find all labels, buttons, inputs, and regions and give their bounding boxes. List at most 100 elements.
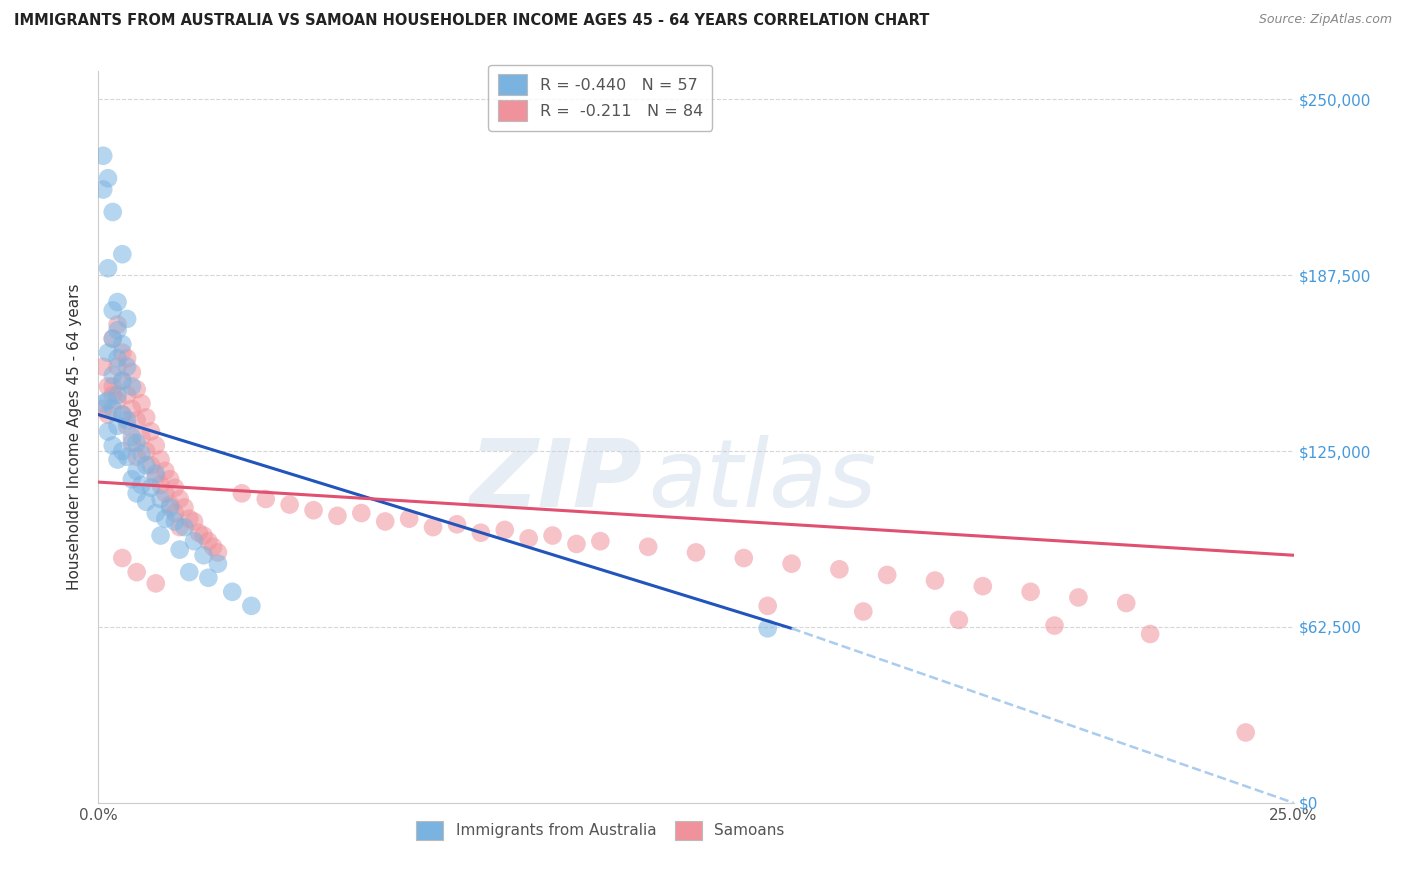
Point <box>121 379 143 393</box>
Point <box>135 495 157 509</box>
Point <box>107 323 129 337</box>
Point <box>125 486 148 500</box>
Text: ZIP: ZIP <box>470 435 643 527</box>
Point <box>876 568 898 582</box>
Point <box>685 545 707 559</box>
Point <box>131 430 153 444</box>
Point <box>326 508 349 523</box>
Point <box>149 478 172 492</box>
Point <box>101 303 124 318</box>
Point <box>121 430 143 444</box>
Point <box>101 368 124 383</box>
Point <box>756 621 779 635</box>
Point <box>163 506 186 520</box>
Point <box>637 540 659 554</box>
Point <box>111 374 134 388</box>
Point <box>193 548 215 562</box>
Point <box>115 351 138 366</box>
Point <box>145 438 167 452</box>
Point <box>97 425 120 439</box>
Point <box>107 418 129 433</box>
Point <box>197 571 219 585</box>
Point <box>111 408 134 422</box>
Point <box>101 332 124 346</box>
Point <box>1019 584 1042 599</box>
Point <box>135 410 157 425</box>
Point <box>924 574 946 588</box>
Legend: Immigrants from Australia, Samoans: Immigrants from Australia, Samoans <box>411 814 790 847</box>
Point <box>131 478 153 492</box>
Point <box>183 534 205 549</box>
Point <box>97 393 120 408</box>
Point <box>398 511 420 525</box>
Point <box>125 565 148 579</box>
Point <box>125 435 148 450</box>
Point <box>828 562 851 576</box>
Point <box>111 444 134 458</box>
Point <box>145 506 167 520</box>
Point <box>111 337 134 351</box>
Point <box>101 379 124 393</box>
Point <box>374 515 396 529</box>
Point <box>91 359 114 374</box>
Point <box>115 312 138 326</box>
Point <box>149 491 172 506</box>
Point <box>350 506 373 520</box>
Point <box>145 469 167 483</box>
Point <box>115 418 138 433</box>
Point <box>139 458 162 473</box>
Point <box>91 396 114 410</box>
Point <box>202 540 225 554</box>
Point <box>97 171 120 186</box>
Point <box>589 534 612 549</box>
Point <box>131 447 153 461</box>
Point <box>125 464 148 478</box>
Y-axis label: Householder Income Ages 45 - 64 years: Householder Income Ages 45 - 64 years <box>67 284 83 591</box>
Point <box>948 613 970 627</box>
Point <box>121 365 143 379</box>
Point <box>111 247 134 261</box>
Point <box>254 491 277 506</box>
Point <box>1115 596 1137 610</box>
Point <box>565 537 588 551</box>
Point <box>139 425 162 439</box>
Text: atlas: atlas <box>648 435 876 526</box>
Point <box>107 351 129 366</box>
Point <box>139 481 162 495</box>
Point <box>169 491 191 506</box>
Point <box>111 408 134 422</box>
Point <box>169 542 191 557</box>
Point <box>1067 591 1090 605</box>
Point <box>446 517 468 532</box>
Point <box>159 498 181 512</box>
Point <box>97 408 120 422</box>
Point <box>91 149 114 163</box>
Point <box>145 576 167 591</box>
Point <box>125 450 148 464</box>
Point <box>149 452 172 467</box>
Point <box>159 500 181 515</box>
Point <box>169 520 191 534</box>
Point <box>972 579 994 593</box>
Point <box>207 557 229 571</box>
Point <box>115 450 138 464</box>
Point <box>187 525 209 540</box>
Point <box>149 528 172 542</box>
Point <box>97 261 120 276</box>
Point <box>179 565 201 579</box>
Point <box>101 388 124 402</box>
Point <box>173 500 195 515</box>
Point <box>231 486 253 500</box>
Point <box>422 520 444 534</box>
Point <box>1043 618 1066 632</box>
Point <box>221 584 243 599</box>
Point <box>101 332 124 346</box>
Text: Source: ZipAtlas.com: Source: ZipAtlas.com <box>1258 13 1392 27</box>
Point <box>121 435 143 450</box>
Point <box>780 557 803 571</box>
Point <box>135 444 157 458</box>
Point <box>111 551 134 566</box>
Point <box>145 467 167 481</box>
Point <box>121 472 143 486</box>
Point <box>163 481 186 495</box>
